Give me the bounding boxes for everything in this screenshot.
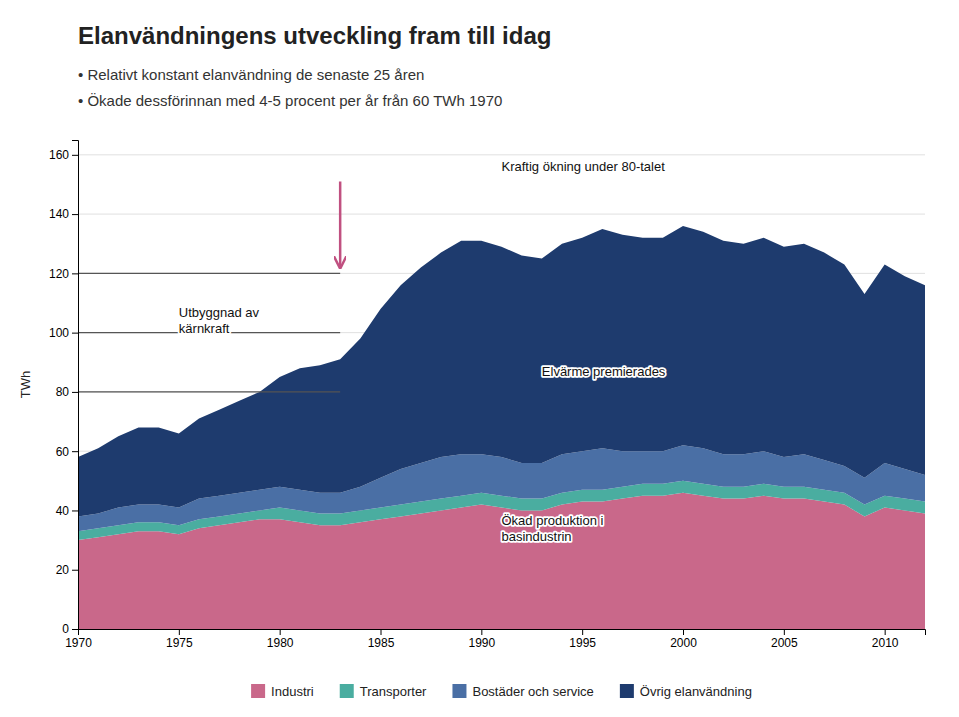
y-tick-mark <box>72 451 78 452</box>
y-tick-label: 160 <box>49 148 69 162</box>
legend-item: Övrig elanvändning <box>620 684 752 699</box>
plot-area <box>78 181 925 629</box>
annotations: Kraftig ökning under 80-talet Utbyggnad a… <box>179 159 666 544</box>
legend: Industri Transporter Bostäder och service Ö… <box>251 684 752 699</box>
x-tick-mark <box>885 629 886 635</box>
arrow <box>339 181 342 267</box>
y-tick-label: 20 <box>56 563 70 577</box>
x-tick-label: 2010 <box>872 636 899 650</box>
title: Elanvändningens utveckling fram till ida… <box>78 22 551 49</box>
y-tick-mark <box>72 392 78 393</box>
chart-container: Elanvändningens utveckling fram till ida… <box>0 0 959 717</box>
grid-line <box>78 154 925 155</box>
x-tick-mark <box>784 629 785 635</box>
y-tick-mark <box>72 273 78 274</box>
legend-label: Övrig elanvändning <box>640 684 752 699</box>
annotation: Kraftig ökning under 80-talet <box>502 159 666 174</box>
y-tick-label: 80 <box>56 385 70 399</box>
y-tick-label: 120 <box>49 267 69 281</box>
x-tick: 2005 <box>771 629 798 650</box>
x-tick: 1985 <box>368 629 395 650</box>
x-tick-label: 1990 <box>468 636 495 650</box>
x-tick: 1990 <box>468 629 495 650</box>
legend-label: Industri <box>271 684 314 699</box>
y-tick: 140 <box>49 207 78 221</box>
y-axis: 0 20 40 60 80 100 120 140 160 <box>49 141 79 637</box>
annotation-line: Kraftig ökning under 80-talet <box>502 159 666 174</box>
x-tick-mark <box>280 629 281 635</box>
x-tick-label: 2005 <box>771 636 798 650</box>
annotation-line: basindustrin <box>502 529 572 544</box>
legend-swatch <box>340 684 354 698</box>
area <box>78 226 925 516</box>
x-tick-label: 1985 <box>368 636 395 650</box>
y-tick-label: 0 <box>62 622 69 636</box>
x-tick-mark <box>481 629 482 635</box>
legend-item: Bostäder och service <box>452 684 593 699</box>
x-tick: 2010 <box>872 629 899 650</box>
y-axis-line <box>72 141 79 630</box>
x-tick: 1995 <box>569 629 596 650</box>
y-tick-mark <box>72 570 78 571</box>
x-tick-mark <box>381 629 382 635</box>
y-tick: 120 <box>49 267 78 281</box>
x-tick-mark <box>683 629 684 635</box>
legend-swatch <box>620 684 634 698</box>
y-tick: 100 <box>49 326 78 340</box>
y-tick: 0 <box>62 622 78 636</box>
y-tick-mark <box>72 629 78 630</box>
x-tick: 2000 <box>670 629 697 650</box>
legend-swatch <box>452 684 466 698</box>
x-tick-mark <box>582 629 583 635</box>
y-tick-mark <box>72 333 78 334</box>
legend-label: Transporter <box>360 684 427 699</box>
x-tick-label: 1995 <box>569 636 596 650</box>
x-axis-line <box>79 630 926 636</box>
y-tick-mark <box>72 155 78 156</box>
reference-line <box>78 391 340 392</box>
grid-line <box>78 214 925 215</box>
annotation: Utbyggnad avkärnkraft <box>179 305 260 336</box>
x-tick: 1980 <box>267 629 294 650</box>
legend-item: Transporter <box>340 684 427 699</box>
x-axis: 1970 1975 1980 1985 1990 1995 2000 2005 2010 <box>65 629 925 650</box>
annotation: Ökad produktion ibasindustrin <box>502 513 604 544</box>
x-tick-mark <box>179 629 180 635</box>
x-tick-label: 1970 <box>65 636 92 650</box>
annotation-line: kärnkraft <box>179 321 230 336</box>
annotation-line: Ökad produktion i <box>502 513 604 528</box>
x-tick-label: 1980 <box>267 636 294 650</box>
subtitle: • Ökade dessförinnan med 4-5 procent per… <box>78 92 502 109</box>
annotation: Elvärme premierades <box>542 364 666 379</box>
reference-line <box>78 273 340 274</box>
header: Elanvändningens utveckling fram till ida… <box>78 22 551 109</box>
grid <box>78 155 925 629</box>
x-tick-label: 1975 <box>166 636 193 650</box>
x-tick: 1975 <box>166 629 193 650</box>
legend-swatch <box>251 684 265 698</box>
subtitle: • Relativt konstant elanvändning de sena… <box>78 66 424 83</box>
legend-item: Industri <box>251 684 314 699</box>
annotation-line: Utbyggnad av <box>179 305 260 320</box>
x-tick-label: 2000 <box>670 636 697 650</box>
legend-label: Bostäder och service <box>472 684 593 699</box>
y-axis-title: TWh <box>18 371 33 398</box>
chart-svg: Elanvändningens utveckling fram till ida… <box>0 0 959 717</box>
y-tick-label: 60 <box>56 445 70 459</box>
x-tick: 1970 <box>65 629 92 650</box>
y-tick-label: 40 <box>56 504 70 518</box>
y-tick: 60 <box>56 445 78 459</box>
y-tick-label: 140 <box>49 207 69 221</box>
y-tick-label: 100 <box>49 326 69 340</box>
y-tick: 80 <box>56 385 78 399</box>
y-tick: 40 <box>56 504 78 518</box>
y-tick-mark <box>72 510 78 511</box>
y-tick: 20 <box>56 563 78 577</box>
y-tick-mark <box>72 214 78 215</box>
annotation-line: Elvärme premierades <box>542 364 666 379</box>
y-tick: 160 <box>49 148 78 162</box>
